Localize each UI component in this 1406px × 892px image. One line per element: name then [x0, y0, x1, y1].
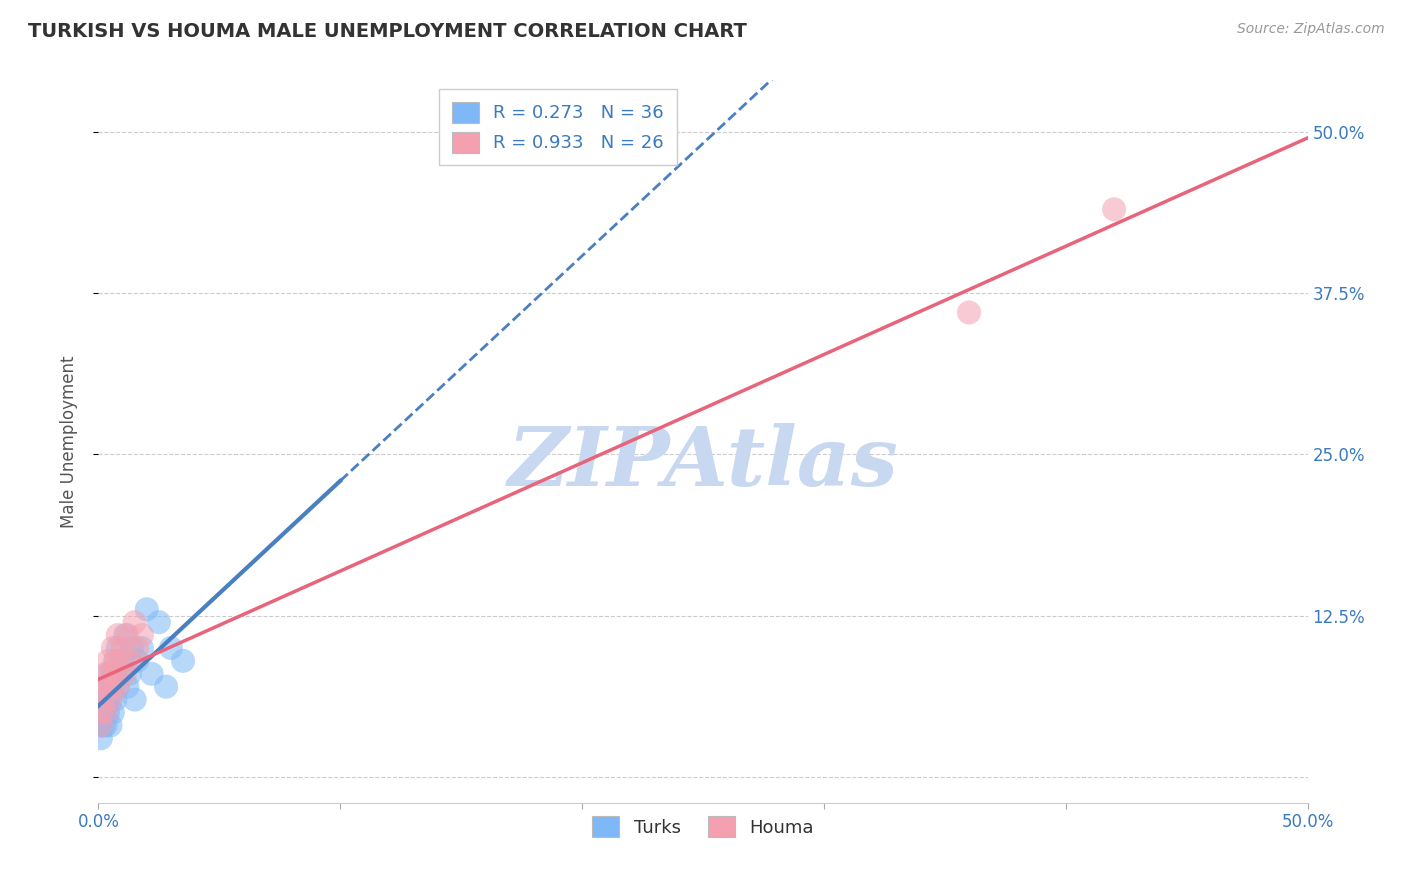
Legend: Turks, Houma: Turks, Houma [585, 809, 821, 845]
Point [94, 666, 117, 681]
Point [104, 654, 127, 668]
Point [108, 666, 131, 681]
Point [107, 680, 129, 694]
Point [100, 680, 122, 694]
Point [131, 640, 153, 655]
Point [97, 692, 120, 706]
Point [124, 615, 146, 630]
Y-axis label: Male Unemployment: Male Unemployment [59, 355, 77, 528]
Point [124, 692, 146, 706]
Point [104, 692, 127, 706]
Point [127, 654, 149, 668]
Point [1102, 202, 1125, 217]
Point [101, 680, 124, 694]
Point [172, 654, 194, 668]
Point [90, 718, 112, 732]
Point [141, 666, 163, 681]
Point [90, 731, 112, 746]
Point [91, 680, 114, 694]
Point [90, 718, 112, 732]
Point [107, 628, 129, 642]
Point [90, 706, 112, 720]
Point [97, 680, 120, 694]
Point [118, 654, 141, 668]
Point [97, 654, 120, 668]
Point [100, 718, 122, 732]
Point [94, 706, 117, 720]
Point [91, 706, 114, 720]
Point [100, 692, 122, 706]
Point [155, 680, 177, 694]
Point [91, 692, 114, 706]
Point [135, 602, 157, 616]
Point [101, 640, 124, 655]
Point [117, 628, 139, 642]
Point [104, 666, 127, 681]
Point [107, 680, 129, 694]
Text: Source: ZipAtlas.com: Source: ZipAtlas.com [1237, 22, 1385, 37]
Text: TURKISH VS HOUMA MALE UNEMPLOYMENT CORRELATION CHART: TURKISH VS HOUMA MALE UNEMPLOYMENT CORRE… [28, 22, 747, 41]
Point [97, 706, 120, 720]
Point [91, 718, 114, 732]
Point [104, 654, 127, 668]
Point [131, 628, 153, 642]
Point [101, 680, 124, 694]
Point [114, 666, 136, 681]
Point [117, 680, 139, 694]
Point [127, 640, 149, 655]
Point [111, 640, 134, 655]
Point [91, 692, 114, 706]
Point [94, 680, 117, 694]
Text: ZIPAtlas: ZIPAtlas [508, 423, 898, 503]
Point [121, 640, 143, 655]
Point [94, 718, 117, 732]
Point [101, 666, 124, 681]
Point [957, 305, 980, 319]
Point [100, 692, 122, 706]
Point [94, 706, 117, 720]
Point [108, 654, 131, 668]
Point [148, 615, 170, 630]
Point [100, 666, 122, 681]
Point [114, 628, 136, 642]
Point [97, 666, 120, 681]
Point [160, 640, 183, 655]
Point [111, 654, 134, 668]
Point [107, 640, 129, 655]
Point [118, 666, 141, 681]
Point [101, 706, 124, 720]
